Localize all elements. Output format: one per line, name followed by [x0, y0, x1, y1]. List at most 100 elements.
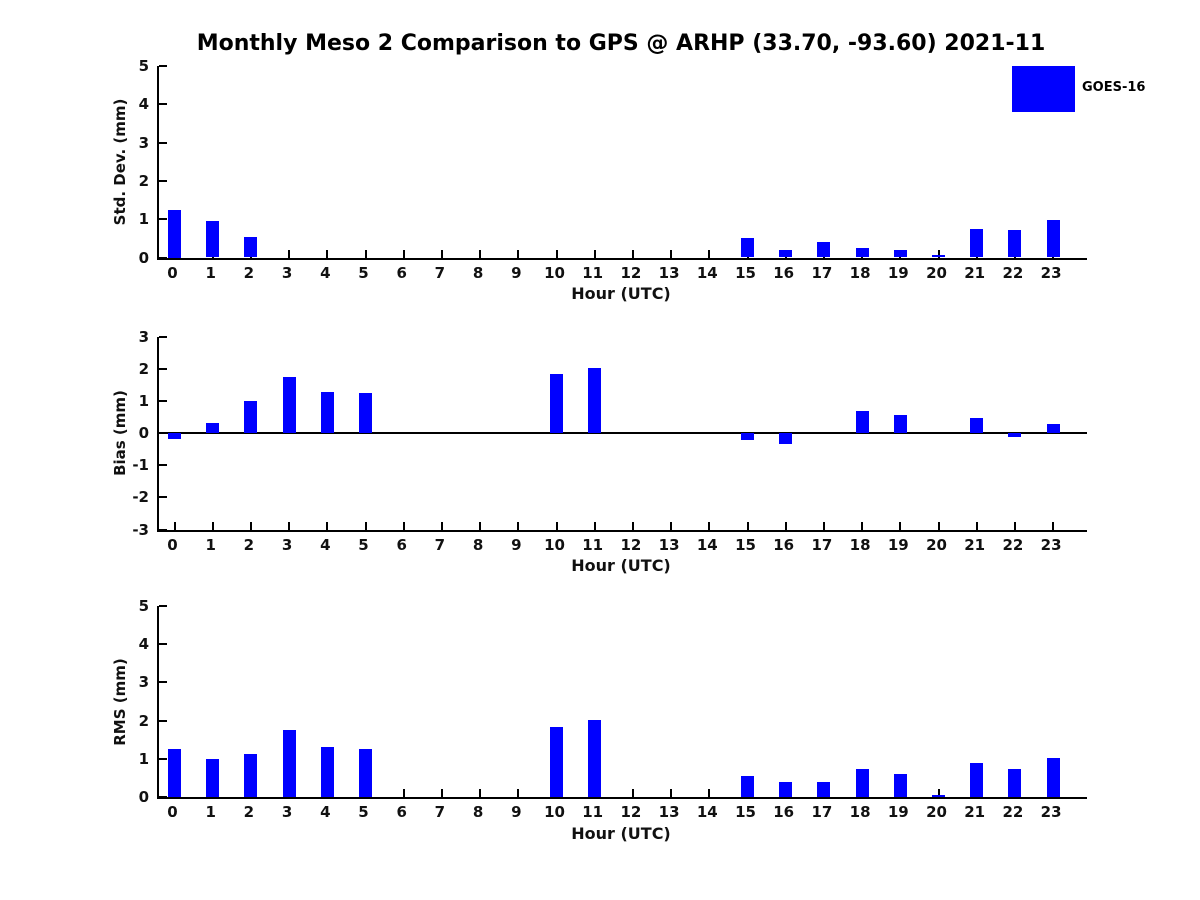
y-tick [159, 796, 167, 798]
y-tick [159, 605, 167, 607]
x-tick-label: 12 [620, 263, 642, 282]
x-tick [937, 521, 940, 530]
x-tick-label: 13 [658, 535, 680, 554]
x-tick [249, 521, 252, 530]
bar-hour-16 [779, 249, 793, 258]
bar-hour-21 [970, 763, 984, 797]
x-tick [479, 521, 482, 530]
x-tick [631, 249, 634, 258]
x-axis-label-2: Hour (UTC) [571, 556, 671, 575]
bar-hour-11 [588, 368, 602, 434]
bar-hour-23 [1046, 219, 1060, 258]
x-tick-label: 13 [658, 803, 680, 821]
x-tick [708, 789, 711, 797]
x-tick [593, 249, 596, 258]
bar-hour-19 [893, 414, 907, 434]
y-axis-label-3: RMS (mm) [111, 657, 129, 746]
x-tick [975, 521, 978, 530]
bar-hour-5 [359, 393, 372, 434]
x-tick-label: 17 [811, 263, 833, 282]
x-tick [555, 521, 558, 530]
bar-hour-4 [320, 391, 334, 434]
y-tick-label: 0 [138, 424, 149, 443]
x-tick-label: 22 [1002, 263, 1024, 282]
x-tick-label: 5 [358, 803, 369, 821]
x-tick [631, 521, 634, 530]
y-tick-label: 1 [138, 210, 149, 229]
y-tick-label: 3 [138, 673, 149, 692]
x-tick [937, 789, 940, 797]
y-tick [159, 757, 167, 760]
bar-hour-2 [244, 753, 258, 797]
bar-hour-19 [893, 250, 907, 258]
bar-hour-0 [168, 209, 181, 258]
x-tick-label: 18 [849, 803, 871, 821]
x-tick [593, 521, 596, 530]
subplot-1-axes [157, 65, 1087, 260]
y-tick [159, 179, 167, 182]
x-tick-label: 3 [281, 803, 293, 821]
x-tick [173, 521, 176, 530]
x-axis-label-3: Hour (UTC) [571, 824, 671, 843]
bar-hour-10 [550, 726, 563, 797]
y-tick [159, 681, 167, 684]
bar-hour-11 [588, 719, 602, 797]
bar-hour-2 [244, 401, 258, 434]
x-tick [746, 521, 749, 530]
x-tick-label: 14 [696, 803, 718, 821]
y-tick-label: 1 [138, 749, 149, 768]
x-tick-label: 6 [396, 803, 407, 821]
x-tick [288, 249, 291, 258]
x-tick-label: 18 [849, 535, 871, 554]
x-tick-label: 5 [358, 263, 369, 282]
x-tick [364, 249, 367, 258]
zero-line [159, 432, 1087, 435]
y-tick-label: 3 [138, 328, 149, 346]
x-tick-label: 10 [544, 263, 565, 282]
x-tick-label: 12 [620, 535, 642, 554]
bar-hour-0 [168, 433, 181, 440]
x-tick [440, 521, 443, 530]
y-tick [159, 103, 167, 106]
bar-hour-16 [779, 433, 793, 444]
y-tick-label: 5 [138, 57, 149, 75]
x-tick-label: 19 [887, 535, 909, 554]
bar-hour-1 [206, 221, 220, 258]
bar-hour-23 [1046, 424, 1060, 434]
x-tick-label: 22 [1002, 803, 1024, 821]
x-tick-label: 6 [396, 535, 407, 554]
y-tick-label: 4 [138, 635, 149, 654]
x-tick-label: 8 [472, 803, 484, 821]
x-tick-label: 10 [544, 803, 565, 821]
x-tick-label: 2 [243, 535, 255, 554]
x-tick [517, 789, 520, 797]
x-tick-label: 2 [243, 803, 255, 821]
y-tick-label: 2 [138, 171, 149, 190]
x-tick [479, 789, 482, 797]
legend-label: GOES-16 [1082, 80, 1146, 95]
x-tick-label: 5 [358, 535, 369, 554]
x-tick-label: 21 [964, 535, 986, 554]
x-tick-label: 23 [1040, 803, 1062, 821]
x-tick [1052, 521, 1055, 530]
x-tick-label: 17 [811, 535, 833, 554]
x-tick-label: 0 [167, 535, 178, 554]
bar-hour-22 [1008, 769, 1022, 797]
x-tick [1013, 521, 1016, 530]
x-tick-label: 11 [582, 535, 604, 554]
x-tick-label: 12 [620, 803, 642, 821]
bar-hour-3 [282, 377, 296, 434]
x-tick-label: 18 [849, 263, 871, 282]
x-tick-label: 7 [434, 535, 446, 554]
x-tick-label: 15 [735, 803, 756, 821]
x-tick-label: 23 [1040, 263, 1062, 282]
x-tick [402, 521, 405, 530]
x-tick [670, 249, 673, 258]
y-tick-label: -1 [132, 456, 149, 475]
x-tick-label: 10 [544, 535, 565, 554]
x-tick-label: 6 [396, 263, 407, 282]
y-tick-label: 2 [138, 711, 149, 730]
y-tick-label: 2 [138, 360, 149, 379]
x-tick-label: 23 [1040, 535, 1062, 554]
